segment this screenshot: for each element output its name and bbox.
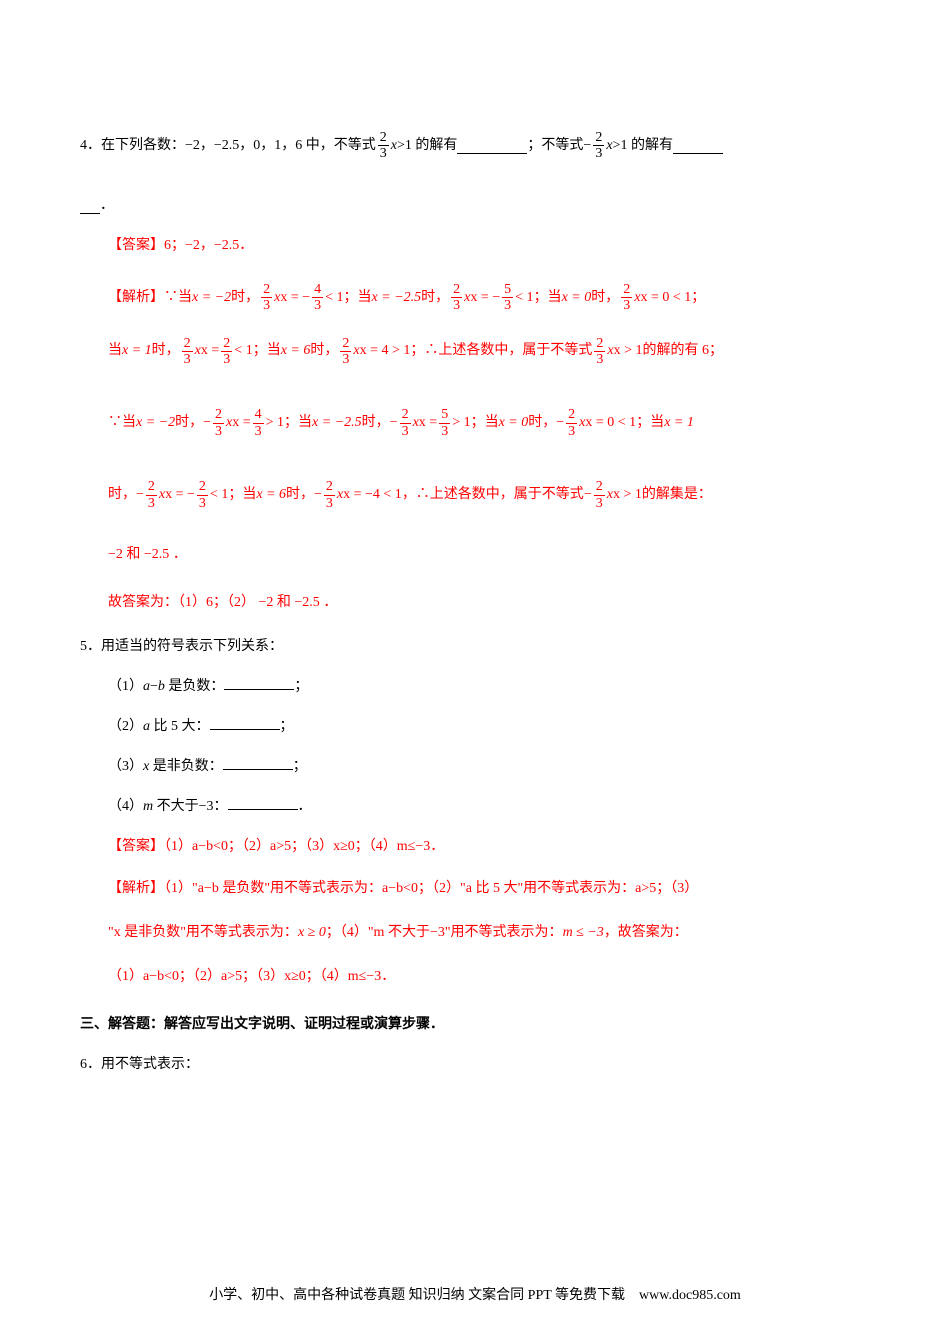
q5-item-3: （3）x 是非负数：； (80, 753, 870, 781)
fill-blank (228, 794, 298, 810)
fraction: 23 (593, 130, 604, 162)
q4-answer: 【答案】6；−2，−2.5． (80, 232, 870, 260)
q4-analysis-l2: 当 x = 1 时， 23 x x = 23 < 1 ；当 x = 6 时， 2… (80, 336, 870, 368)
q4-label: 4． (80, 132, 101, 160)
text: >1 的解有 (613, 132, 673, 160)
q4-analysis-l4: 时， − 23 x x = − 23 < 1 ；当 x = 6 时， − 23 … (80, 479, 870, 511)
q4-analysis-l5: −2 和 −2.5 ． (80, 541, 870, 569)
fraction: 23 (378, 130, 389, 162)
fill-blank (457, 138, 527, 154)
analysis-label: 【解析】 (108, 284, 164, 312)
q5-analysis-l3: （1）a−b<0；（2）a>5；（3）x≥0；（4）m≤−3． (80, 961, 870, 993)
q4-analysis-l6: 故答案为：（1）6；（2） −2 和 −2.5 ． (80, 589, 870, 617)
answer-text: 6；−2，−2.5． (164, 238, 253, 253)
q5-answer: 【答案】（1）a−b<0；（2）a>5；（3）x≥0；（4）m≤−3． (80, 833, 870, 861)
q5-stem: 5． 用适当的符号表示下列关系： (80, 633, 870, 661)
answer-label: 【答案】 (108, 839, 164, 854)
q6-label: 6． (80, 1051, 101, 1079)
q4-stem: 4． 在下列各数：−2，−2.5，0，1，6 中，不等式 23 x >1 的解有… (80, 130, 870, 162)
fill-blank (224, 674, 294, 690)
q6-text: 用不等式表示： (101, 1051, 199, 1079)
q5-item-4: （4）m 不大于−3：． (80, 793, 870, 821)
fill-blank (80, 198, 100, 214)
q4-analysis-l3: ∵当 x = −2 时， − 23 x x = 43 > 1 ；当 x = −2… (80, 407, 870, 439)
fill-blank (210, 714, 280, 730)
q5-item-2: （2）a 比 5 大：； (80, 713, 870, 741)
section-3-heading: 三、解答题：解答应写出文字说明、证明过程或演算步骤． (80, 1011, 870, 1039)
page-footer: 小学、初中、高中各种试卷真题 知识归纳 文案合同 PPT 等免费下载 www.d… (0, 1284, 950, 1304)
q5-item-1: （1）a−b 是负数：； (80, 673, 870, 701)
q5-text: 用适当的符号表示下列关系： (101, 633, 283, 661)
answer-text: （1）a−b<0；（2）a>5；（3）x≥0；（4）m≤−3． (164, 839, 444, 854)
q5-label: 5． (80, 633, 101, 661)
fill-blank (223, 754, 293, 770)
document-page: 4． 在下列各数：−2，−2.5，0，1，6 中，不等式 23 x >1 的解有… (0, 0, 950, 1079)
footer-text: 小学、初中、高中各种试卷真题 知识归纳 文案合同 PPT 等免费下载 www.d… (209, 1288, 741, 1303)
answer-label: 【答案】 (108, 238, 164, 253)
text: ；不等式− (527, 132, 591, 160)
analysis-label: 【解析】 (108, 881, 164, 896)
q5-analysis-l2: "x 是非负数"用不等式表示为：x ≥ 0；（4）"m 不大于−3"用不等式表示… (80, 917, 870, 949)
q6-stem: 6． 用不等式表示： (80, 1051, 870, 1079)
fill-blank (673, 138, 723, 154)
text: >1 的解有 (397, 132, 457, 160)
q4-stem-tail: ． (80, 192, 870, 220)
q5-analysis-l1: 【解析】（1）"a−b 是负数"用不等式表示为：a−b<0；（2）"a 比 5 … (80, 873, 870, 905)
q4-analysis-l1: 【解析】 ∵当 x = −2 时， 23 x x = − 43 < 1 ；当 x… (80, 282, 870, 314)
text: ． (100, 192, 114, 220)
q4-prefix: 在下列各数：−2，−2.5，0，1，6 中，不等式 (101, 132, 376, 160)
